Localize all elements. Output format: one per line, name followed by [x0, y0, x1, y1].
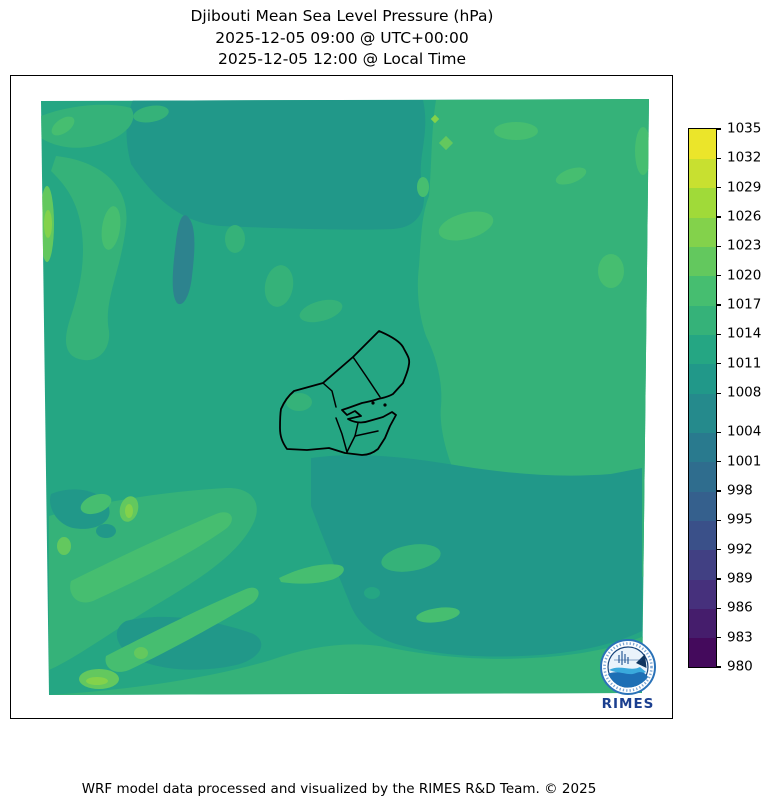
colorbar-tick-label: 980 [727, 658, 753, 675]
colorbar-tick [717, 333, 721, 335]
chart-title-block: Djibouti Mean Sea Level Pressure (hPa) 2… [10, 6, 674, 71]
map-panel: RIMES [10, 75, 673, 719]
colorbar-segment [689, 490, 716, 521]
chart-title: Djibouti Mean Sea Level Pressure (hPa) [190, 7, 494, 25]
pressure-map: RIMES [41, 99, 656, 712]
colorbar-segment [689, 578, 716, 609]
colorbar-tick-label: 983 [727, 629, 753, 646]
colorbar-tick [717, 128, 721, 130]
colorbar-tick [717, 245, 721, 247]
colorbar-tick-label: 995 [727, 511, 753, 528]
islet-dot [383, 403, 387, 407]
colorbar-tick [717, 490, 721, 492]
colorbar-segment [689, 217, 716, 247]
rimes-logo: RIMES [600, 639, 656, 712]
colorbar-tick-label: 1032 [727, 150, 762, 167]
colorbar-tick-label: 1017 [727, 296, 762, 313]
colorbar-segment [689, 393, 716, 433]
colorbar-tick [717, 216, 721, 218]
colorbar-segment [689, 158, 716, 189]
logo-wordmark: RIMES [602, 696, 655, 712]
colorbar-tick-label: 1026 [727, 208, 762, 225]
colorbar-tick-label: 989 [727, 570, 753, 587]
colorbar-tick-label: 1023 [727, 238, 762, 255]
colorbar-segment [689, 187, 716, 218]
colorbar-segment [689, 637, 716, 667]
colorbar-segments [689, 129, 716, 667]
colorbar-segment [689, 520, 716, 551]
colorbar-tick-label: 1001 [727, 453, 762, 470]
colorbar: 980 983 986 989 992 995 998 1001 1004 1008 1011 101… [688, 121, 761, 675]
colorbar-tick [717, 304, 721, 306]
colorbar-tick [717, 392, 721, 394]
colorbar-tick [717, 666, 721, 668]
colorbar-tick-label: 1004 [727, 423, 762, 440]
colorbar-tick [717, 275, 721, 277]
colorbar-tick [717, 187, 721, 189]
islet-dot [371, 401, 375, 405]
colorbar-segment [689, 305, 716, 335]
logo-seismic-icon [614, 651, 642, 665]
colorbar-tick-label: 992 [727, 541, 753, 558]
colorbar-segment [689, 334, 716, 365]
colorbar-tick [717, 607, 721, 609]
colorbar-segment [689, 363, 716, 394]
colorbar-tick-label: 986 [727, 599, 753, 616]
colorbar-tick [717, 578, 721, 580]
chart-subtitle-utc: 2025-12-05 09:00 @ UTC+00:00 [215, 28, 469, 47]
djibouti-boundary [279, 330, 411, 456]
colorbar-segment [689, 275, 716, 306]
colorbar-segment [689, 608, 716, 639]
colorbar-tick-label: 1029 [727, 179, 762, 196]
colorbar-tick [717, 157, 721, 159]
colorbar-segment [689, 461, 716, 492]
colorbar-tick-label: 1008 [727, 384, 762, 401]
colorbar-tick [717, 363, 721, 365]
colorbar-tick-label: 998 [727, 482, 753, 499]
footer-credit: WRF model data processed and visualized … [81, 781, 597, 797]
chart-subtitle-local: 2025-12-05 12:00 @ Local Time [217, 50, 467, 68]
logo-sail-icon [636, 654, 647, 668]
colorbar-segment [689, 432, 716, 463]
colorbar-segment [689, 246, 716, 277]
colorbar-tick-label: 1035 [727, 120, 762, 137]
colorbar-tick [717, 460, 721, 463]
colorbar-tick [717, 637, 721, 639]
colorbar-tick [717, 549, 721, 551]
colorbar-segment [689, 549, 716, 580]
colorbar-tick-label: 1011 [727, 355, 762, 372]
colorbar-tick [717, 431, 721, 433]
colorbar-tick [717, 519, 721, 521]
colorbar-tick-label: 1014 [727, 326, 762, 343]
contour-field [41, 99, 649, 695]
colorbar-tick-label: 1020 [727, 267, 762, 284]
colorbar-segment [689, 129, 716, 159]
